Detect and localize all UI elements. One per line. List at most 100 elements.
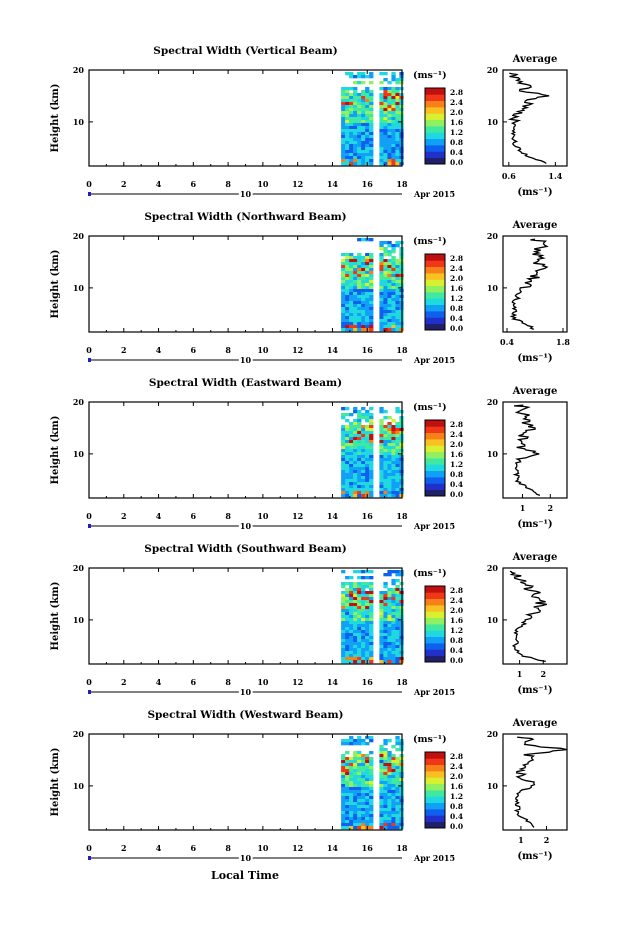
colorbar-segment [425,254,445,261]
heatmap-cell [353,325,358,329]
heatmap-cell [353,582,358,586]
heatmap-cell [369,588,374,592]
heatmap-cell [353,458,358,462]
heatmap-cell [379,470,384,474]
heatmap-cell [345,742,350,746]
heatmap-cell [365,434,370,438]
colorbar-segment [425,758,445,765]
heatmap-cell [387,808,392,812]
heatmap-cell [365,325,370,329]
heatmap-cell [379,811,384,815]
heatmap-cell [365,440,370,444]
heatmap-cell [353,147,358,151]
heatmap-cell [369,286,374,290]
heatmap-cell [357,419,362,423]
heatmap-cell [345,826,350,830]
heatmap-cell [387,422,392,426]
heatmap-cell [361,639,366,643]
heatmap-cell [365,769,370,773]
heatmap-cell [353,630,358,634]
heatmap-cell [365,633,370,637]
heatmap-cell [341,141,346,145]
heatmap-cell [387,129,392,133]
heatmap-cell [341,138,346,142]
heatmap-cell [391,488,396,492]
colorbar-tick-label: 1.6 [450,118,463,127]
heatmap-cell [357,742,362,746]
heatmap-cell [383,793,388,797]
heatmap-cell [357,328,362,332]
heatmap-cell [395,814,400,818]
heatmap-cell [365,648,370,652]
heatmap-cell [345,443,350,447]
heatmap-cell [387,268,392,272]
heatmap-cell [387,295,392,299]
heatmap-cell [349,624,354,628]
heatmap-cell [349,425,354,429]
heatmap-cell [383,808,388,812]
heatmap-cell [387,162,392,166]
heatmap-cell [345,96,350,100]
heatmap-cell [349,654,354,658]
heatmap-cell [395,325,400,329]
heatmap-cell [369,654,374,658]
heatmap-cell [349,262,354,266]
heatmap-cell [345,150,350,154]
heatmap-cell [357,102,362,106]
heatmap-cell [365,268,370,272]
heatmap-cell [345,292,350,296]
heatmap-cell [383,304,388,308]
heatmap-cell [361,624,366,628]
heatmap-cell [353,162,358,166]
heatmap-cell [391,754,396,758]
heatmap-cell [357,657,362,661]
avg-x-tick-label: 2 [541,669,547,679]
heatmap-cell [391,307,396,311]
heatmap-cell [365,138,370,142]
heatmap-cell [365,642,370,646]
heatmap-cell [383,817,388,821]
colorbar-segment [425,796,445,803]
heatmap-cell [341,286,346,290]
heatmap-cell [357,585,362,589]
heatmap-cell [341,123,346,127]
heatmap-cell [353,425,358,429]
heatmap-cell [345,126,350,130]
heatmap-cell [395,108,400,112]
avg-y-tick-label: 20 [487,397,499,407]
heatmap-cell [341,775,346,779]
heatmap-cell [345,138,350,142]
heatmap-cell [383,316,388,320]
heatmap-cell [349,615,354,619]
heatmap-cell [353,313,358,317]
heatmap-cell [341,742,346,746]
heatmap-cell [379,793,384,797]
heatmap-cell [383,271,388,275]
heatmap-cell [365,446,370,450]
avg-profile-line [512,404,541,497]
heatmap-cell [369,582,374,586]
heatmap-cell [365,636,370,640]
heatmap-cell [341,307,346,311]
heatmap-cell [357,425,362,429]
heatmap-cell [369,422,374,426]
heatmap-cell [369,600,374,604]
heatmap-cell [349,766,354,770]
heatmap-cell [349,141,354,145]
heatmap-cell [391,271,396,275]
heatmap-cell [395,316,400,320]
colorbar-tick-label: 0.8 [450,304,463,313]
heatmap-cell [345,621,350,625]
heatmap-cell [395,431,400,435]
heatmap-cell [395,775,400,779]
heatmap-cell [365,594,370,598]
heatmap-cell [391,808,396,812]
heatmap-cell [379,81,384,85]
heatmap-cell [361,316,366,320]
heatmap-cell [383,757,388,761]
heatmap-cell [365,479,370,483]
heatmap-cell [369,443,374,447]
colorbar-unit: (ms⁻¹) [413,734,447,745]
colorbar-segment [425,445,445,452]
colorbar-tick-label: 2.0 [450,440,463,449]
